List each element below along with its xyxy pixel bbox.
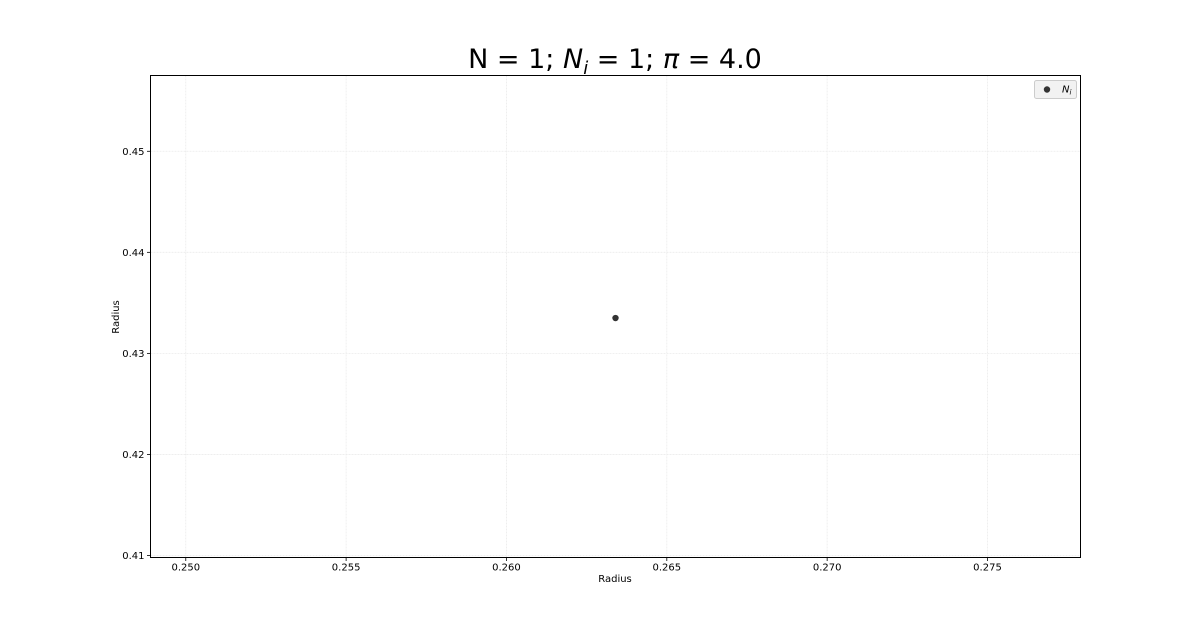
legend-marker <box>1043 86 1051 93</box>
y-tick-label: 0.42 <box>122 450 144 461</box>
y-tick-label: 0.44 <box>122 248 144 259</box>
y-tick-label: 0.43 <box>122 349 144 360</box>
title-var-main: N <box>563 44 583 75</box>
title-var-sub: i <box>583 58 588 79</box>
y-axis-label: Radius <box>111 300 122 334</box>
title-prefix: N = 1; <box>468 44 563 75</box>
y-axis-ticks: 0.41 0.42 0.43 0.44 0.45 <box>122 147 151 562</box>
grid-lines <box>150 75 1081 558</box>
x-tick-label: 0.260 <box>492 563 521 574</box>
x-tick-label: 0.275 <box>973 563 1002 574</box>
chart-title: N = 1; Ni = 1; π = 4.0 <box>468 44 762 79</box>
legend-label-sub: i <box>1069 89 1071 97</box>
x-tick-label: 0.250 <box>171 563 200 574</box>
title-suffix: = 4.0 <box>679 44 762 75</box>
legend-box <box>1034 80 1077 99</box>
data-point <box>612 314 619 322</box>
x-axis-label: Radius <box>598 574 632 585</box>
legend: Ni <box>1034 80 1077 99</box>
x-axis-ticks: 0.250 0.255 0.260 0.265 0.270 0.275 <box>171 557 1002 574</box>
y-tick-label: 0.41 <box>122 551 144 562</box>
x-tick-label: 0.255 <box>332 563 361 574</box>
title-pi: π <box>663 44 680 75</box>
x-tick-label: 0.270 <box>813 563 842 574</box>
plot-area-frame <box>150 75 1081 558</box>
legend-label: Ni <box>1062 85 1071 97</box>
legend-label-main: N <box>1062 85 1070 96</box>
data-points <box>612 314 619 322</box>
title-mid: = 1; <box>588 44 663 75</box>
y-tick-label: 0.45 <box>122 147 144 158</box>
x-tick-label: 0.265 <box>652 563 681 574</box>
